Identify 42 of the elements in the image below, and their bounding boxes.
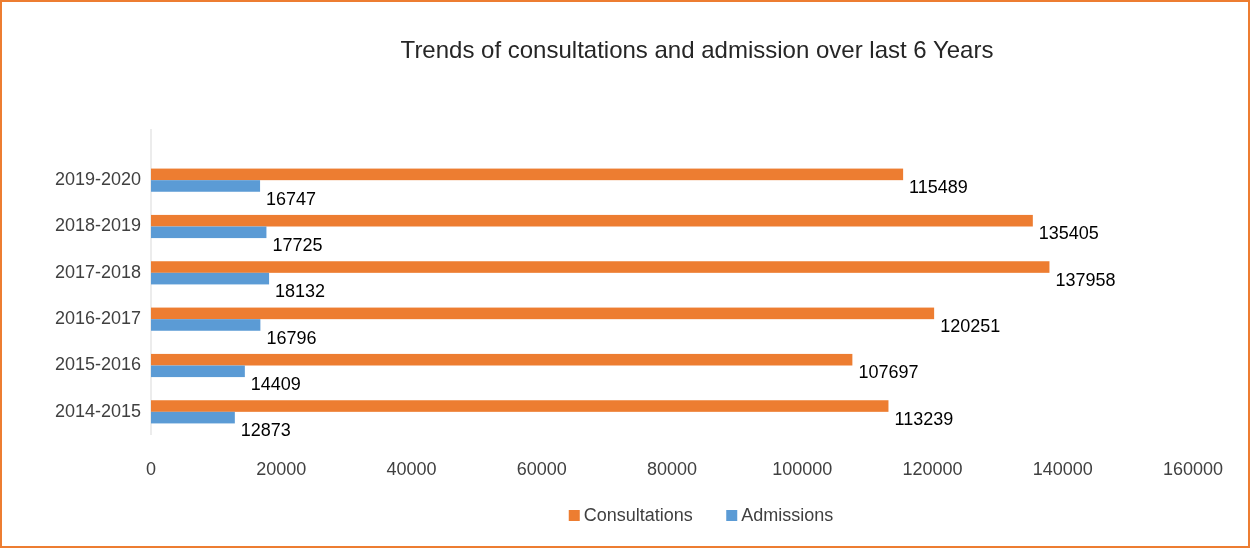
x-tick-label: 60000	[516, 459, 567, 479]
x-tick-label: 40000	[386, 459, 437, 479]
x-tick-label: 140000	[1032, 459, 1093, 479]
data-label: 135405	[1038, 223, 1099, 244]
data-label: 14409	[250, 373, 301, 394]
x-tick-label: 80000	[646, 459, 698, 479]
y-tick-label: 2016-2017	[54, 307, 141, 328]
bar	[151, 307, 935, 320]
data-label: 16747	[266, 188, 317, 209]
bar	[151, 353, 853, 366]
bar	[151, 168, 904, 181]
bar	[151, 180, 261, 192]
x-tick-label: 120000	[902, 459, 963, 479]
bar	[151, 400, 889, 412]
legend-label: Admissions	[741, 504, 834, 525]
data-label: 113239	[894, 408, 954, 429]
data-label: 107697	[858, 362, 919, 383]
bar	[151, 365, 245, 378]
bar	[151, 226, 267, 239]
x-tick-label: 160000	[1162, 459, 1224, 479]
data-label: 17725	[272, 234, 323, 255]
legend-label: Consultations	[583, 504, 693, 525]
y-tick-label: 2017-2018	[54, 261, 141, 282]
data-label: 18132	[275, 281, 326, 302]
y-tick-label: 2014-2015	[54, 400, 141, 421]
bar	[151, 411, 235, 424]
bar	[151, 261, 1050, 273]
x-tick-label: 0	[145, 459, 157, 479]
x-tick-label: 100000	[772, 459, 833, 479]
data-label: 12873	[240, 420, 291, 441]
chart-title: Trends of consultations and admission over last 6 Years	[400, 36, 994, 63]
data-label: 137958	[1055, 269, 1116, 290]
data-label: 115489	[909, 176, 968, 197]
data-label: 16796	[266, 327, 317, 348]
bar	[151, 214, 1033, 227]
y-tick-label: 2018-2019	[54, 215, 141, 236]
y-tick-label: 2019-2020	[54, 168, 141, 189]
x-tick-label: 20000	[256, 459, 307, 479]
y-tick-label: 2015-2016	[54, 354, 141, 375]
bar	[151, 272, 270, 285]
bar	[151, 319, 261, 331]
data-label: 120251	[940, 315, 1001, 336]
